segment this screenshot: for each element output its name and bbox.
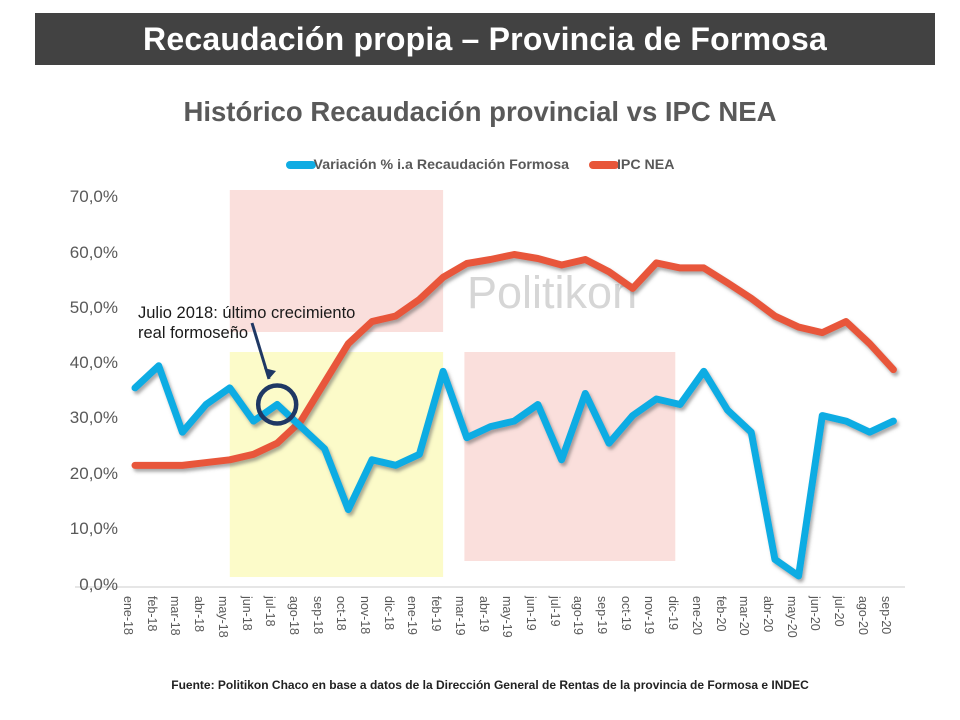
svg-text:real formoseño: real formoseño [138,324,248,342]
svg-text:10,0%: 10,0% [70,519,118,538]
svg-text:Julio 2018: último crecimient: Julio 2018: último crecimiento [138,304,355,322]
svg-text:20,0%: 20,0% [70,464,118,483]
svg-text:40,0%: 40,0% [70,353,118,372]
svg-text:30,0%: 30,0% [70,408,118,427]
svg-text:50,0%: 50,0% [70,298,118,317]
svg-text:70,0%: 70,0% [70,190,118,206]
svg-text:60,0%: 60,0% [70,243,118,262]
